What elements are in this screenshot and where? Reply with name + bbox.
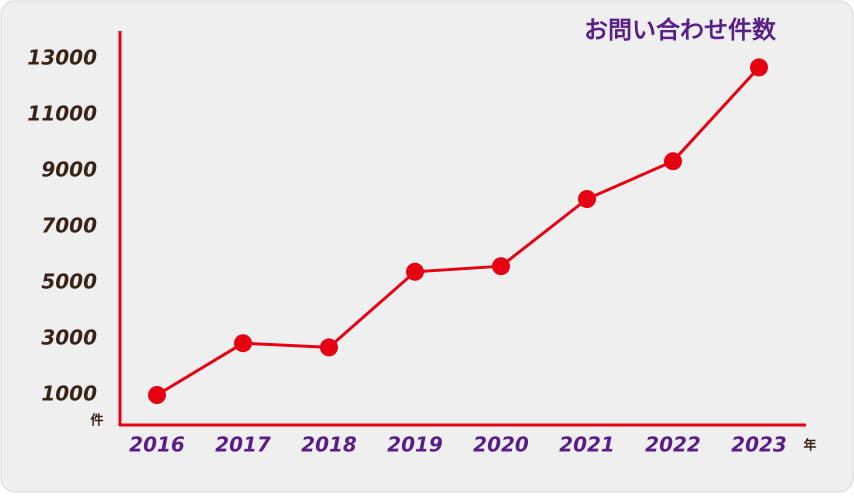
x-tick-label: 2017 xyxy=(215,433,271,457)
point xyxy=(320,338,338,357)
point xyxy=(406,262,424,281)
y-tick-label: 5000 xyxy=(41,270,97,294)
chart-title: お問い合わせ件数 xyxy=(584,16,777,44)
x-tick-label: 2020 xyxy=(473,433,529,457)
y-tick-label: 13000 xyxy=(27,46,97,70)
point xyxy=(578,190,596,208)
x-tick-label: 2019 xyxy=(387,433,443,457)
y-tick-label: 11000 xyxy=(27,102,97,126)
x-axis-label: 年 xyxy=(803,438,816,454)
point xyxy=(750,58,768,77)
x-tick-label: 2022 xyxy=(645,433,701,457)
point xyxy=(148,386,166,404)
point xyxy=(234,334,252,353)
x-tick-label: 2023 xyxy=(731,433,787,457)
y-axis-label: 件 xyxy=(90,413,103,429)
line xyxy=(156,66,761,397)
y-tick-label: 3000 xyxy=(41,326,97,350)
x-tick-label: 2021 xyxy=(559,433,615,457)
y-tick-label: 7000 xyxy=(41,214,97,238)
point xyxy=(664,152,682,171)
y-tick-label: 9000 xyxy=(41,158,97,182)
x-tick-label: 2016 xyxy=(129,433,185,457)
y-tick-label: 1000 xyxy=(41,382,97,406)
point xyxy=(492,257,510,276)
x-tick-label: 2018 xyxy=(301,433,357,457)
